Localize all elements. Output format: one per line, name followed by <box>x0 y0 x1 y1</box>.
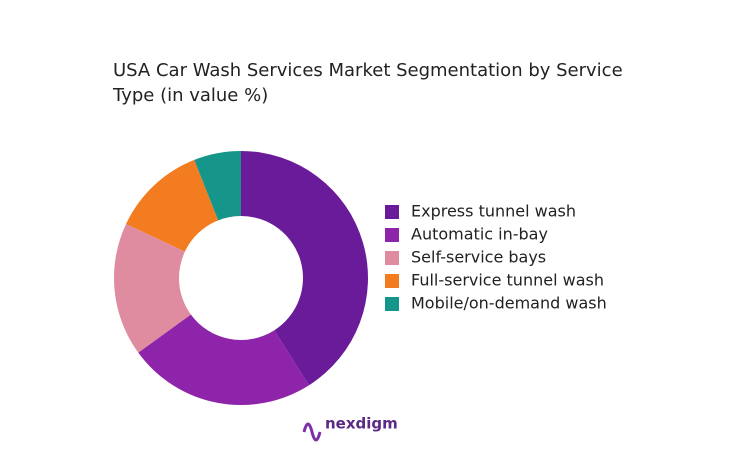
logo-icon <box>302 422 322 442</box>
legend-label: Mobile/on-demand wash <box>411 294 607 313</box>
legend-swatch <box>385 251 399 265</box>
chart-title: USA Car Wash Services Market Segmentatio… <box>113 60 623 106</box>
legend-label: Automatic in-bay <box>411 225 548 244</box>
donut-slice <box>194 151 241 221</box>
legend-swatch <box>385 274 399 288</box>
donut-slice <box>241 151 368 386</box>
legend-label: Self-service bays <box>411 248 546 267</box>
logo: nexdigm <box>302 415 398 442</box>
donut-slice <box>138 314 310 406</box>
legend-swatch <box>385 297 399 311</box>
logo-text: nexdigm <box>325 415 398 433</box>
legend-label: Express tunnel wash <box>411 202 576 221</box>
legend-swatch <box>385 228 399 242</box>
legend-label: Full-service tunnel wash <box>411 271 604 290</box>
legend-swatch <box>385 205 399 219</box>
donut-slice <box>126 159 219 252</box>
donut-slice <box>114 223 191 353</box>
